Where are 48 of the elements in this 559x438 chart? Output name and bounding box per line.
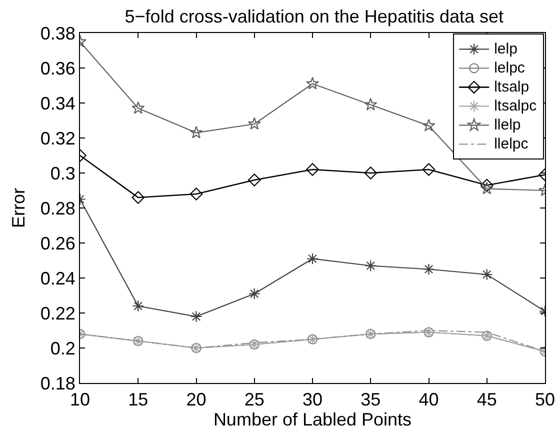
x-tick-label: 20 [186, 390, 206, 410]
x-tick-label: 25 [244, 390, 264, 410]
point [190, 126, 203, 138]
point [480, 178, 494, 192]
y-tick-label: 0.38 [40, 23, 76, 44]
point [132, 300, 144, 312]
point [480, 182, 494, 194]
legend-label: ltsalpc [494, 97, 538, 114]
x-tick-label: 30 [302, 390, 323, 410]
legend-label: lelpc [494, 59, 526, 76]
y-tick-label: 0.22 [40, 303, 76, 324]
point [248, 117, 261, 130]
y-tick-label: 0.3 [50, 163, 76, 184]
legend-label: llelp [494, 116, 521, 134]
y-tick-label: 0.36 [40, 58, 76, 78]
point [364, 260, 377, 272]
point [306, 76, 320, 90]
x-tick-label: 45 [476, 390, 497, 410]
y-tick-label: 0.28 [40, 198, 76, 218]
y-axis-title: Error [8, 188, 29, 228]
point [132, 101, 145, 114]
legend-label: lelp [494, 40, 518, 58]
point [306, 252, 318, 265]
point [248, 288, 260, 300]
point [248, 174, 261, 186]
point [306, 163, 319, 176]
y-tick-label: 0.34 [40, 93, 76, 114]
y-tick-label: 0.24 [40, 268, 76, 288]
legend-label: ltsalp [494, 78, 530, 96]
point [364, 98, 378, 110]
point [422, 163, 436, 176]
y-tick-label: 0.32 [40, 128, 76, 148]
point [422, 263, 435, 276]
y-tick-label: 0.2 [50, 338, 76, 358]
y-tick-label: 0.26 [40, 233, 76, 254]
x-tick-label: 35 [360, 390, 381, 410]
point [132, 191, 145, 204]
point [480, 268, 493, 280]
legend-label: llelpc [494, 135, 529, 152]
x-tick-label: 40 [418, 390, 439, 410]
x-tick-label: 50 [534, 390, 556, 410]
x-axis-title: Number of Labled Points [213, 410, 412, 430]
point [364, 166, 378, 180]
point [190, 188, 203, 200]
chart-title: 5−fold cross-validation on the Hepatitis data set [124, 6, 504, 27]
x-tick-label: 15 [128, 390, 148, 410]
point [422, 118, 436, 132]
point [190, 310, 202, 322]
